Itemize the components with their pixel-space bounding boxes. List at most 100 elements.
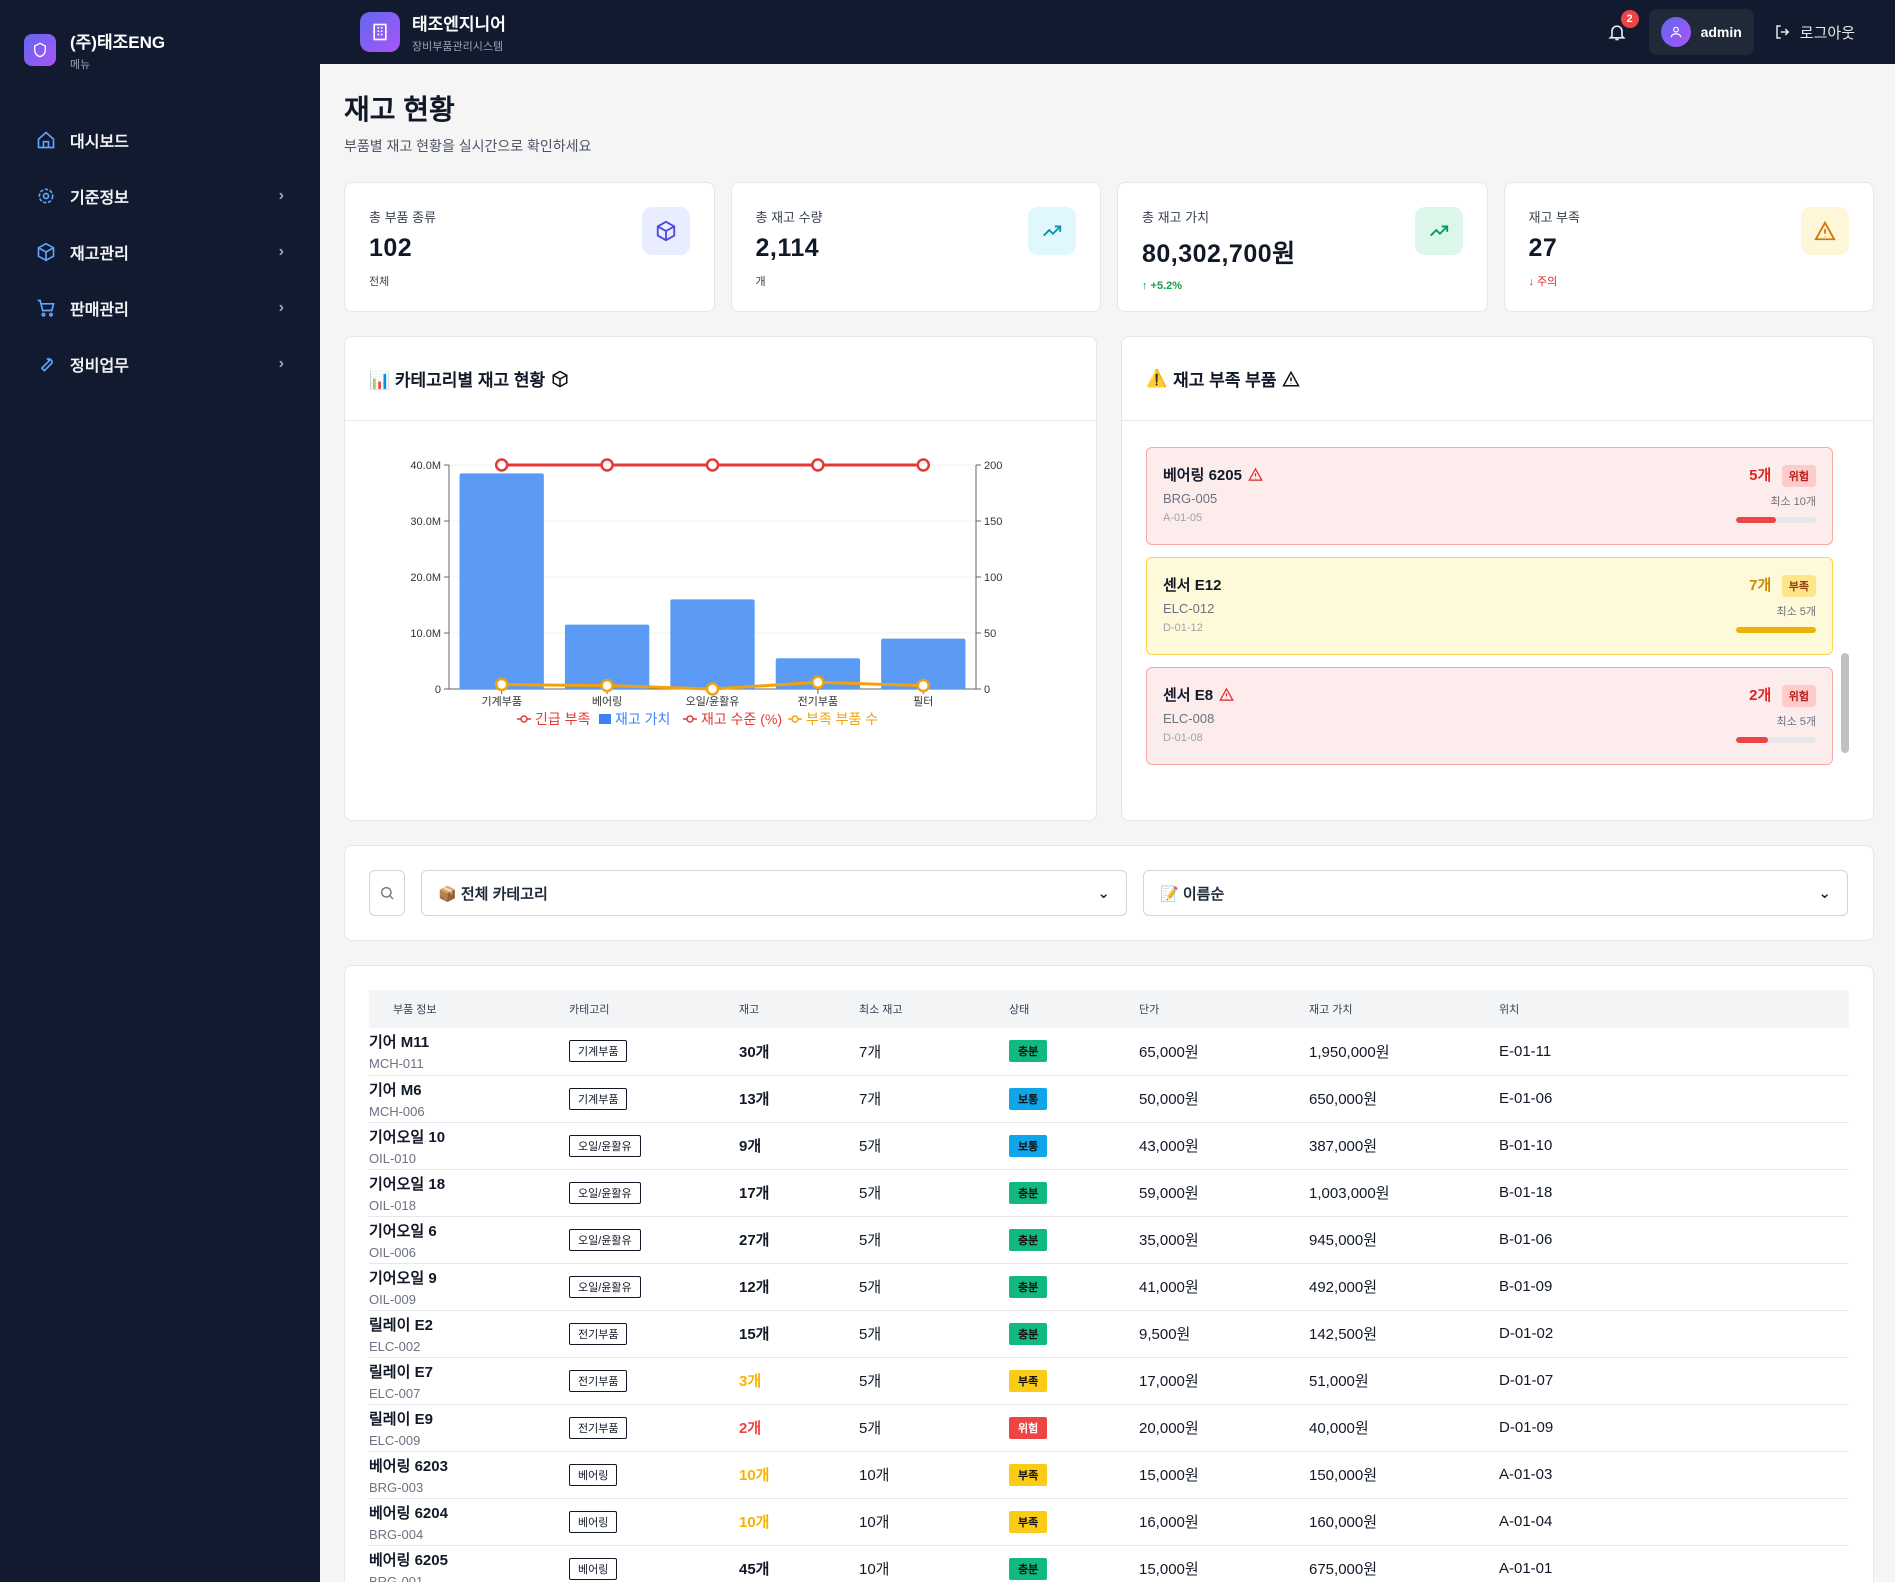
stock-cell: 2개 (739, 1404, 859, 1452)
table-row[interactable]: 기어오일 18 OIL-018 오일/윤활유 17개 5개 충분 59,000원… (369, 1169, 1849, 1217)
stock-value: 9개 (739, 1138, 762, 1155)
value-cell: 142,500원 (1309, 1310, 1499, 1358)
table-row[interactable]: 베어링 6203 BRG-003 베어링 10개 10개 부족 15,000원 … (369, 1451, 1849, 1499)
category-tag: 오일/윤활유 (569, 1228, 641, 1251)
part-location: D-01-08 (1163, 732, 1203, 744)
min-stock-cell: 10개 (859, 1545, 1009, 1582)
stock-value: 2개 (739, 1420, 762, 1437)
status-badge: 위험 (1009, 1416, 1048, 1439)
category-tag: 기계부품 (569, 1040, 628, 1063)
value-cell: 650,000원 (1309, 1075, 1499, 1123)
table-row[interactable]: 기어오일 9 OIL-009 오일/윤활유 12개 5개 충분 41,000원 … (369, 1263, 1849, 1311)
price-cell: 16,000원 (1139, 1498, 1309, 1546)
low-stock-card[interactable]: 베어링 6205 BRG-005 A-01-05 5개 위험 최소 10개 (1146, 447, 1833, 545)
stat-value: 2,114 (755, 234, 820, 262)
status-cell: 충분 (1009, 1028, 1139, 1076)
sidebar-item-label: 정비업무 (70, 358, 129, 375)
category-cell: 베어링 (569, 1451, 739, 1499)
sidebar-item-maintenance[interactable]: 정비업무 › (0, 336, 320, 392)
stock-progress-bar (1736, 517, 1816, 523)
column-header: 단가 (1139, 990, 1309, 1028)
part-name: 베어링 6205 (369, 1551, 448, 1569)
box-icon (641, 207, 690, 255)
stock-value: 13개 (739, 1091, 770, 1108)
x-tick-label: 전기부품 (798, 695, 838, 708)
page-description: 부품별 재고 현황을 실시간으로 확인하세요 (344, 138, 592, 154)
status-badge: 보통 (1009, 1134, 1048, 1157)
bar (564, 624, 650, 689)
part-code: ELC-007 (369, 1385, 421, 1401)
table-row[interactable]: 릴레이 E2 ELC-002 전기부품 15개 5개 충분 9,500원 142… (369, 1310, 1849, 1358)
sidebar-item-label: 대시보드 (70, 134, 129, 151)
stock-value: 30개 (739, 1043, 770, 1061)
stock-progress-bar (1736, 737, 1816, 743)
panel-title: 📊 카테고리별 재고 현황 (369, 371, 546, 390)
value-cell: 675,000원 (1309, 1545, 1499, 1582)
stat-card-total-qty: 총 재고 수량 2,114 개 (730, 182, 1101, 312)
legend-label: 긴급 부족 (535, 711, 591, 727)
value-cell: 150,000원 (1309, 1451, 1499, 1499)
logout-button[interactable]: 로그아웃 (1774, 22, 1855, 43)
low-stock-card[interactable]: 센서 E8 ELC-008 D-01-08 2개 위험 최소 5개 (1146, 667, 1833, 765)
table-body: 기어 M11 MCH-011 기계부품 30개 7개 충분 65,000원 1,… (369, 1028, 1849, 1582)
table-row[interactable]: 기어오일 10 OIL-010 오일/윤활유 9개 5개 보통 43,000원 … (369, 1122, 1849, 1170)
data-point (916, 458, 931, 472)
panel-header: 📊 카테고리별 재고 현황 (345, 337, 1096, 421)
sidebar-item-dashboard[interactable]: 대시보드 (0, 112, 320, 168)
trending-up-icon (1028, 207, 1076, 255)
part-name: 기어 M6 (369, 1081, 422, 1099)
stock-cell: 10개 (739, 1451, 859, 1499)
part-name: 기어오일 6 (369, 1222, 437, 1240)
category-tag: 베어링 (569, 1557, 618, 1580)
location-cell: E-01-06 (1499, 1075, 1849, 1123)
stock-progress-bar (1736, 627, 1816, 633)
category-tag: 베어링 (569, 1510, 618, 1533)
category-chart: 0 10.0M 20.0M 30.0M 40.0M 0 50 100 150 200 기계부품 베어링… (410, 458, 1002, 727)
part-info-cell: 릴레이 E2 ELC-002 (369, 1310, 569, 1358)
table-row[interactable]: 베어링 6204 BRG-004 베어링 10개 10개 부족 16,000원 … (369, 1498, 1849, 1546)
bar (670, 599, 755, 689)
y-tick-label: 200 (984, 460, 1002, 472)
table-row[interactable]: 기어 M11 MCH-011 기계부품 30개 7개 충분 65,000원 1,… (369, 1028, 1849, 1076)
user-icon (1670, 26, 1681, 38)
stat-value: 80,302,700원 (1142, 240, 1296, 268)
stock-cell: 15개 (739, 1310, 859, 1358)
sort-select-value: 📝 이름순 (1160, 885, 1225, 903)
sidebar-item-master-data[interactable]: 기준정보 › (0, 168, 320, 224)
status-cell: 부족 (1009, 1498, 1139, 1546)
table-row[interactable]: 릴레이 E7 ELC-007 전기부품 3개 5개 부족 17,000원 51,… (369, 1357, 1849, 1405)
scrollbar-thumb[interactable] (1841, 653, 1849, 753)
location-cell: A-01-03 (1499, 1451, 1849, 1499)
status-badge: 충분 (1009, 1228, 1048, 1251)
part-info-cell: 베어링 6204 BRG-004 (369, 1498, 569, 1546)
user-menu[interactable]: admin (1648, 9, 1754, 55)
sidebar-item-inventory[interactable]: 재고관리 › (0, 224, 320, 280)
table-row[interactable]: 기어 M6 MCH-006 기계부품 13개 7개 보통 50,000원 650… (369, 1075, 1849, 1123)
sidebar-item-sales[interactable]: 판매관리 › (0, 280, 320, 336)
stock-cell: 12개 (739, 1263, 859, 1311)
part-qty: 5개 (1749, 467, 1772, 484)
notification-button[interactable]: 2 (1605, 10, 1639, 44)
part-name: 센서 E12 (1163, 574, 1816, 595)
part-code: BRG-005 (1163, 491, 1218, 506)
table-row[interactable]: 베어링 6205 BRG-001 베어링 45개 10개 충분 15,000원 … (369, 1545, 1849, 1582)
stock-value: 10개 (739, 1514, 770, 1531)
column-header: 재고 가치 (1309, 990, 1499, 1028)
stat-label: 총 부품 종류 (369, 210, 437, 225)
search-button[interactable] (369, 870, 405, 916)
inventory-table: 부품 정보 카테고리 재고 최소 재고 상태 단가 재고 가치 위치 기어 M11 MCH-0… (369, 990, 1849, 1582)
value-cell: 40,000원 (1309, 1404, 1499, 1452)
category-select[interactable]: 📦 전체 카테고리 ⌄ (421, 870, 1127, 916)
table-row[interactable]: 기어오일 6 OIL-006 오일/윤활유 27개 5개 충분 35,000원 … (369, 1216, 1849, 1264)
category-tag: 기계부품 (569, 1087, 628, 1110)
scrollbar[interactable] (1841, 453, 1849, 753)
stock-cell: 3개 (739, 1357, 859, 1405)
data-point (916, 678, 931, 693)
column-header: 부품 정보 (369, 990, 569, 1028)
table-row[interactable]: 릴레이 E9 ELC-009 전기부품 2개 5개 위험 20,000원 40,… (369, 1404, 1849, 1452)
low-stock-card[interactable]: 센서 E12 ELC-012 D-01-12 7개 부족 최소 5개 (1146, 557, 1833, 655)
sort-select[interactable]: 📝 이름순 ⌄ (1143, 870, 1848, 916)
chevron-right-icon: › (278, 299, 284, 316)
category-chart-panel: 📊 카테고리별 재고 현황 0 10.0M 20.0M 30.0M 40.0M 0 50 10… (344, 336, 1097, 821)
price-cell: 43,000원 (1139, 1122, 1309, 1170)
